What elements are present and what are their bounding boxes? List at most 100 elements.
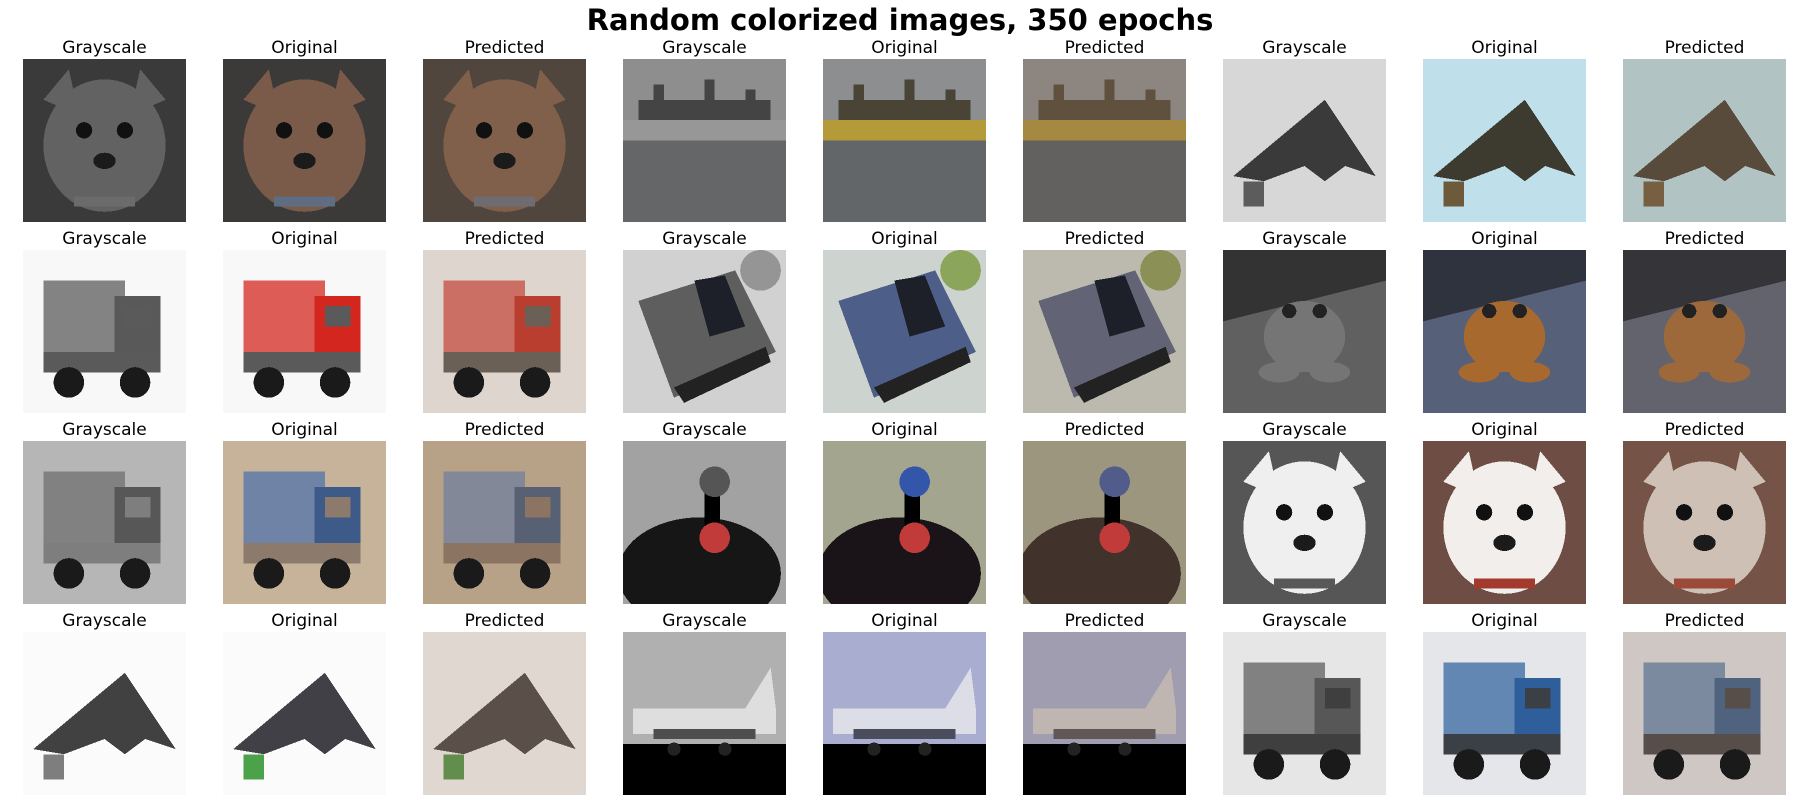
image-cell-predicted: Predicted	[1623, 37, 1786, 222]
dog-predicted-image	[1623, 441, 1786, 604]
image-cell-original: Original	[1423, 610, 1586, 795]
image-cell-original: Original	[823, 37, 986, 222]
image-cell-grayscale: Grayscale	[23, 228, 186, 413]
image-cell-grayscale: Grayscale	[623, 610, 786, 795]
image-cell-predicted: Predicted	[423, 610, 586, 795]
car-original-image	[823, 250, 986, 413]
figure-title: Random colorized images, 350 epochs	[586, 3, 1214, 37]
cell-label-predicted: Predicted	[1664, 420, 1745, 440]
car-grayscale-image	[623, 250, 786, 413]
cell-label-original: Original	[271, 38, 338, 58]
cell-label-original: Original	[871, 420, 938, 440]
image-cell-grayscale: Grayscale	[1223, 610, 1386, 795]
cell-label-predicted: Predicted	[464, 229, 545, 249]
image-cell-grayscale: Grayscale	[623, 228, 786, 413]
cell-label-original: Original	[271, 420, 338, 440]
cell-label-grayscale: Grayscale	[662, 611, 747, 631]
cell-label-original: Original	[1471, 229, 1538, 249]
image-cell-original: Original	[1423, 228, 1586, 413]
cell-label-grayscale: Grayscale	[662, 229, 747, 249]
cell-label-original: Original	[871, 38, 938, 58]
truck-predicted-image	[423, 250, 586, 413]
cell-label-predicted: Predicted	[1064, 420, 1145, 440]
stealth-plane-original-image	[1423, 59, 1586, 222]
cell-label-grayscale: Grayscale	[1262, 229, 1347, 249]
truck-predicted-image	[423, 441, 586, 604]
image-cell-predicted: Predicted	[423, 419, 586, 604]
image-cell-predicted: Predicted	[1623, 610, 1786, 795]
cell-label-grayscale: Grayscale	[1262, 611, 1347, 631]
stealth-plane-predicted-image	[423, 632, 586, 795]
ship-original-image	[823, 59, 986, 222]
cell-label-predicted: Predicted	[1064, 229, 1145, 249]
image-cell-original: Original	[823, 610, 986, 795]
cell-label-predicted: Predicted	[464, 38, 545, 58]
truck-predicted-image	[1623, 632, 1786, 795]
cell-label-grayscale: Grayscale	[62, 229, 147, 249]
stealth-plane-grayscale-image	[23, 632, 186, 795]
image-cell-predicted: Predicted	[1623, 419, 1786, 604]
image-cell-predicted: Predicted	[1023, 37, 1186, 222]
bird-predicted-image	[1023, 441, 1186, 604]
dog-grayscale-image	[23, 59, 186, 222]
dog-predicted-image	[423, 59, 586, 222]
cell-label-predicted: Predicted	[1664, 611, 1745, 631]
dog-grayscale-image	[1223, 441, 1386, 604]
image-cell-grayscale: Grayscale	[623, 37, 786, 222]
image-cell-grayscale: Grayscale	[23, 37, 186, 222]
cell-label-original: Original	[1471, 38, 1538, 58]
cell-label-grayscale: Grayscale	[662, 420, 747, 440]
cell-label-original: Original	[271, 229, 338, 249]
cell-label-original: Original	[871, 229, 938, 249]
truck-grayscale-image	[1223, 632, 1386, 795]
stealth-plane-original-image	[223, 632, 386, 795]
cell-label-grayscale: Grayscale	[62, 38, 147, 58]
cell-label-grayscale: Grayscale	[1262, 38, 1347, 58]
stealth-plane-grayscale-image	[1223, 59, 1386, 222]
image-cell-predicted: Predicted	[1023, 419, 1186, 604]
ship-grayscale-image	[623, 59, 786, 222]
cell-label-predicted: Predicted	[1664, 38, 1745, 58]
truck-original-image	[223, 250, 386, 413]
airplane-grayscale-image	[623, 632, 786, 795]
image-cell-grayscale: Grayscale	[623, 419, 786, 604]
cell-label-original: Original	[1471, 420, 1538, 440]
bird-grayscale-image	[623, 441, 786, 604]
cell-label-predicted: Predicted	[464, 611, 545, 631]
cell-label-predicted: Predicted	[1664, 229, 1745, 249]
image-cell-grayscale: Grayscale	[1223, 37, 1386, 222]
cell-label-grayscale: Grayscale	[1262, 420, 1347, 440]
image-cell-grayscale: Grayscale	[1223, 228, 1386, 413]
frog-original-image	[1423, 250, 1586, 413]
bird-original-image	[823, 441, 986, 604]
image-cell-predicted: Predicted	[1623, 228, 1786, 413]
airplane-predicted-image	[1023, 632, 1186, 795]
image-cell-predicted: Predicted	[423, 228, 586, 413]
truck-original-image	[1423, 632, 1586, 795]
image-cell-original: Original	[1423, 419, 1586, 604]
image-cell-grayscale: Grayscale	[23, 610, 186, 795]
image-cell-predicted: Predicted	[423, 37, 586, 222]
cell-label-grayscale: Grayscale	[62, 611, 147, 631]
image-cell-predicted: Predicted	[1023, 610, 1186, 795]
cell-label-grayscale: Grayscale	[62, 420, 147, 440]
cell-label-predicted: Predicted	[1064, 38, 1145, 58]
image-cell-original: Original	[223, 610, 386, 795]
truck-original-image	[223, 441, 386, 604]
ship-predicted-image	[1023, 59, 1186, 222]
cell-label-predicted: Predicted	[1064, 611, 1145, 631]
truck-grayscale-image	[23, 441, 186, 604]
frog-grayscale-image	[1223, 250, 1386, 413]
cell-label-original: Original	[871, 611, 938, 631]
airplane-original-image	[823, 632, 986, 795]
image-cell-grayscale: Grayscale	[23, 419, 186, 604]
stealth-plane-predicted-image	[1623, 59, 1786, 222]
cell-label-predicted: Predicted	[464, 420, 545, 440]
dog-original-image	[1423, 441, 1586, 604]
image-cell-original: Original	[223, 228, 386, 413]
truck-grayscale-image	[23, 250, 186, 413]
image-cell-original: Original	[823, 419, 986, 604]
image-cell-original: Original	[823, 228, 986, 413]
image-cell-original: Original	[1423, 37, 1586, 222]
frog-predicted-image	[1623, 250, 1786, 413]
